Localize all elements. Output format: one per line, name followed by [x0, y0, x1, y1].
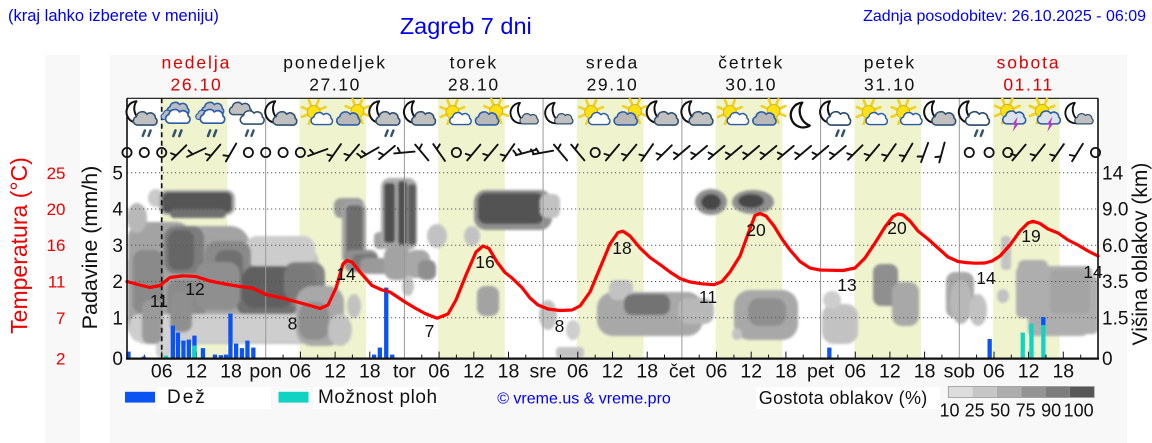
svg-text:1: 1	[112, 308, 123, 329]
svg-text:12: 12	[186, 360, 208, 382]
svg-text:Padavine (mm/h): Padavine (mm/h)	[78, 166, 102, 330]
svg-text:tor: tor	[393, 360, 416, 382]
svg-text:pet: pet	[807, 360, 835, 382]
svg-text:18: 18	[220, 360, 242, 382]
svg-text:11: 11	[150, 291, 168, 311]
svg-text:25: 25	[47, 164, 66, 183]
svg-text:sreda: sreda	[586, 53, 639, 73]
svg-text:12: 12	[1018, 360, 1040, 382]
svg-text:Gostota oblakov (%): Gostota oblakov (%)	[759, 388, 928, 408]
svg-text:26.10: 26.10	[171, 75, 223, 95]
svg-text:13: 13	[837, 275, 856, 295]
svg-text:25: 25	[965, 401, 985, 421]
svg-text:06: 06	[983, 360, 1005, 382]
svg-text:8: 8	[288, 314, 298, 334]
svg-text:06: 06	[706, 360, 728, 382]
svg-text:7: 7	[425, 321, 435, 341]
svg-text:petek: petek	[864, 53, 916, 73]
svg-text:100: 100	[1064, 401, 1094, 421]
svg-text:31.10: 31.10	[864, 75, 916, 95]
svg-text:1.5: 1.5	[1102, 308, 1128, 329]
svg-text:Temperatura (°C): Temperatura (°C)	[6, 157, 32, 334]
svg-text:20: 20	[47, 200, 66, 219]
svg-text:19: 19	[1021, 226, 1040, 246]
svg-text:06: 06	[151, 360, 173, 382]
svg-text:0: 0	[112, 349, 123, 370]
svg-text:12: 12	[463, 360, 485, 382]
svg-text:nedelja: nedelja	[162, 53, 232, 73]
svg-text:9.0: 9.0	[1102, 200, 1128, 221]
svg-text:90: 90	[1041, 401, 1061, 421]
svg-text:3: 3	[112, 236, 123, 257]
svg-text:12: 12	[879, 360, 901, 382]
svg-text:Možnost ploh: Možnost ploh	[318, 387, 438, 408]
svg-text:čet: čet	[669, 360, 696, 382]
svg-text:5: 5	[112, 163, 123, 184]
svg-text:50: 50	[990, 401, 1010, 421]
svg-text:4: 4	[112, 200, 123, 221]
svg-text:(kraj lahko izberete v meniju): (kraj lahko izberete v meniju)	[8, 7, 219, 25]
svg-text:Višina oblakov (km): Višina oblakov (km)	[1129, 163, 1152, 346]
svg-text:14: 14	[336, 264, 356, 284]
svg-text:torek: torek	[450, 53, 498, 73]
svg-text:sre: sre	[530, 360, 557, 382]
svg-text:18: 18	[359, 360, 381, 382]
svg-text:© vreme.us & vreme.pro: © vreme.us & vreme.pro	[497, 391, 671, 408]
svg-text:Dež: Dež	[167, 387, 207, 408]
svg-text:2: 2	[112, 272, 123, 293]
svg-text:12: 12	[602, 360, 624, 382]
svg-text:20: 20	[887, 218, 907, 238]
svg-text:7: 7	[56, 309, 65, 328]
svg-text:27.10: 27.10	[309, 75, 361, 95]
svg-text:14: 14	[976, 268, 996, 288]
svg-text:Zagreb 7 dni: Zagreb 7 dni	[400, 13, 532, 39]
svg-text:28.10: 28.10	[448, 75, 500, 95]
svg-text:2: 2	[56, 349, 65, 368]
svg-text:11: 11	[48, 273, 66, 292]
svg-text:20: 20	[746, 220, 766, 240]
svg-text:18: 18	[612, 238, 631, 258]
svg-text:11: 11	[699, 287, 717, 307]
svg-text:8: 8	[555, 316, 565, 336]
svg-text:16: 16	[47, 236, 66, 255]
svg-text:0: 0	[1102, 349, 1113, 370]
svg-text:18: 18	[636, 360, 658, 382]
svg-text:01.11: 01.11	[1003, 75, 1054, 95]
svg-text:12: 12	[740, 360, 762, 382]
svg-text:sob: sob	[944, 360, 976, 382]
svg-text:75: 75	[1016, 401, 1036, 421]
svg-text:12: 12	[185, 279, 204, 299]
svg-text:14: 14	[1083, 262, 1103, 282]
svg-text:ponedeljek: ponedeljek	[283, 53, 387, 73]
svg-text:06: 06	[290, 360, 312, 382]
svg-text:10: 10	[939, 401, 959, 421]
svg-text:18: 18	[1052, 360, 1074, 382]
svg-text:pon: pon	[249, 360, 282, 382]
svg-text:18: 18	[775, 360, 797, 382]
svg-text:14: 14	[1102, 163, 1124, 184]
svg-text:06: 06	[567, 360, 589, 382]
svg-text:30.10: 30.10	[725, 75, 777, 95]
svg-text:18: 18	[914, 360, 936, 382]
svg-text:sobota: sobota	[997, 53, 1061, 73]
svg-text:06: 06	[844, 360, 866, 382]
svg-text:18: 18	[498, 360, 520, 382]
svg-text:12: 12	[324, 360, 346, 382]
svg-text:četrtek: četrtek	[718, 53, 784, 73]
svg-text:06: 06	[428, 360, 450, 382]
svg-text:3.5: 3.5	[1102, 272, 1128, 293]
svg-text:29.10: 29.10	[587, 75, 639, 95]
svg-text:16: 16	[475, 252, 494, 272]
svg-text:6.0: 6.0	[1102, 236, 1128, 257]
svg-text:Zadnja posodobitev: 26.10.2025: Zadnja posodobitev: 26.10.2025 - 06:09	[863, 8, 1146, 25]
